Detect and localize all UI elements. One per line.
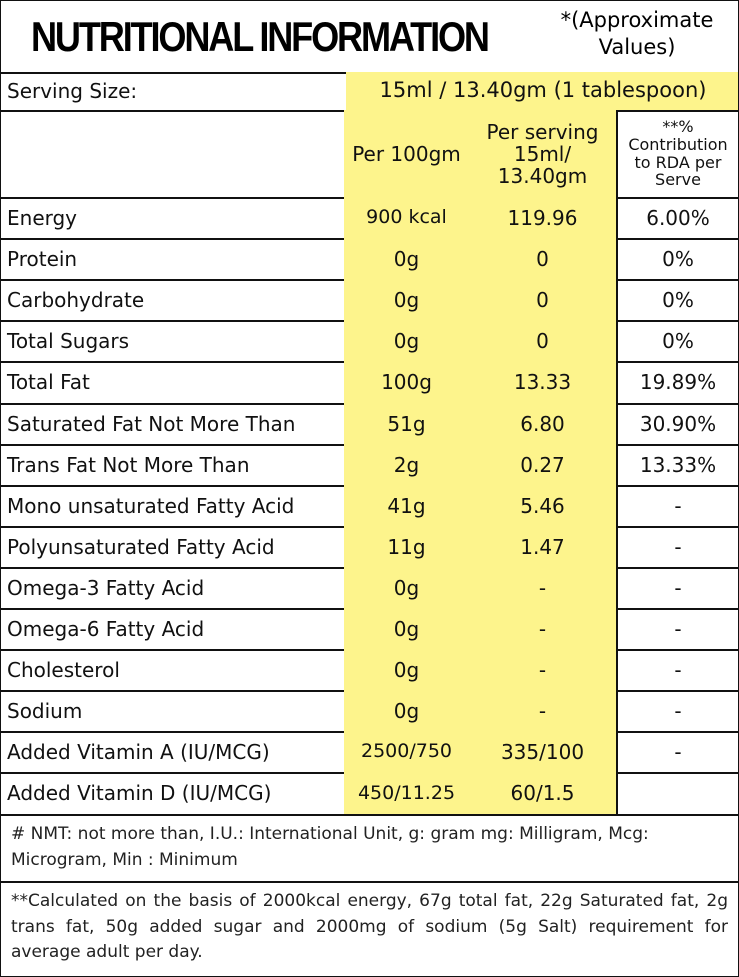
row-value: 900 kcal <box>344 197 471 240</box>
title-row <box>1 1 738 74</box>
row-value: 0% <box>616 320 738 363</box>
row-label: Omega-3 Fatty Acid <box>1 567 346 610</box>
row-value: 0g <box>344 649 471 692</box>
row-value: 6.80 <box>469 403 618 446</box>
row-value: 0.27 <box>469 444 618 487</box>
serving-label: Serving Size: <box>1 72 348 112</box>
row-value: - <box>616 567 738 610</box>
row-value: 0g <box>344 320 471 363</box>
header-blank <box>1 110 348 199</box>
row-value: 100g <box>344 361 471 405</box>
row-value: 6.00% <box>616 197 738 240</box>
row-label: Trans Fat Not More Than <box>1 444 346 487</box>
row-label: Cholesterol <box>1 649 346 692</box>
column-header: Per serving 15ml/ 13.40gm <box>469 110 618 199</box>
row-value: - <box>616 485 738 528</box>
row-value: 0g <box>344 690 471 733</box>
column-header: Per 100gm <box>344 110 471 199</box>
row-value: 2500/750 <box>344 731 471 774</box>
row-value: 0 <box>469 279 618 322</box>
footnote: **Calculated on the basis of 2000kcal en… <box>11 891 728 962</box>
row-value: - <box>469 649 618 692</box>
row-value: 41g <box>344 485 471 528</box>
serving-value: 15ml / 13.40gm (1 tablespoon) <box>346 72 738 112</box>
row-value: - <box>616 608 738 651</box>
row-value: 0% <box>616 279 738 322</box>
row-label: Protein <box>1 238 346 281</box>
row-value: 0g <box>344 567 471 610</box>
row-value: - <box>616 731 738 774</box>
row-label: Mono unsaturated Fatty Acid <box>1 485 346 528</box>
row-value: - <box>469 690 618 733</box>
title: NUTRITIONAL INFORMATION <box>31 13 490 60</box>
row-label: Carbohydrate <box>1 279 346 322</box>
column-header: **% Contribution to RDA per Serve <box>616 110 738 199</box>
row-value: 450/11.25 <box>344 772 471 816</box>
row-value: 0 <box>469 320 618 363</box>
row-value: 0g <box>344 608 471 651</box>
row-value: 11g <box>344 526 471 569</box>
row-value: - <box>616 649 738 692</box>
row-value: 119.96 <box>469 197 618 240</box>
row-value: 5.46 <box>469 485 618 528</box>
row-value: 60/1.5 <box>469 772 618 816</box>
row-value: 0g <box>344 279 471 322</box>
row-value: - <box>469 608 618 651</box>
row-value: 30.90% <box>616 403 738 446</box>
row-value: 2g <box>344 444 471 487</box>
row-value: 1.47 <box>469 526 618 569</box>
row-value: 13.33% <box>616 444 738 487</box>
row-value: - <box>616 690 738 733</box>
row-label: Polyunsaturated Fatty Acid <box>1 526 346 569</box>
row-value: 19.89% <box>616 361 738 405</box>
row-label: Energy <box>1 197 346 240</box>
row-value <box>616 772 738 816</box>
row-value: 335/100 <box>469 731 618 774</box>
row-value: 0% <box>616 238 738 281</box>
row-value: 0g <box>344 238 471 281</box>
row-label: Saturated Fat Not More Than <box>1 403 346 446</box>
row-label: Added Vitamin D (IU/MCG) <box>1 772 346 816</box>
row-value: 51g <box>344 403 471 446</box>
row-label: Total Fat <box>1 361 346 405</box>
row-label: Total Sugars <box>1 320 346 363</box>
row-label: Sodium <box>1 690 346 733</box>
row-value: - <box>616 526 738 569</box>
footnote: # NMT: not more than, I.U.: Internationa… <box>1 816 738 883</box>
row-label: Added Vitamin A (IU/MCG) <box>1 731 346 774</box>
row-value: - <box>469 567 618 610</box>
row-label: Omega-6 Fatty Acid <box>1 608 346 651</box>
row-value: 0 <box>469 238 618 281</box>
row-value: 13.33 <box>469 361 618 405</box>
title-note: *(Approximate Values) <box>560 8 714 60</box>
